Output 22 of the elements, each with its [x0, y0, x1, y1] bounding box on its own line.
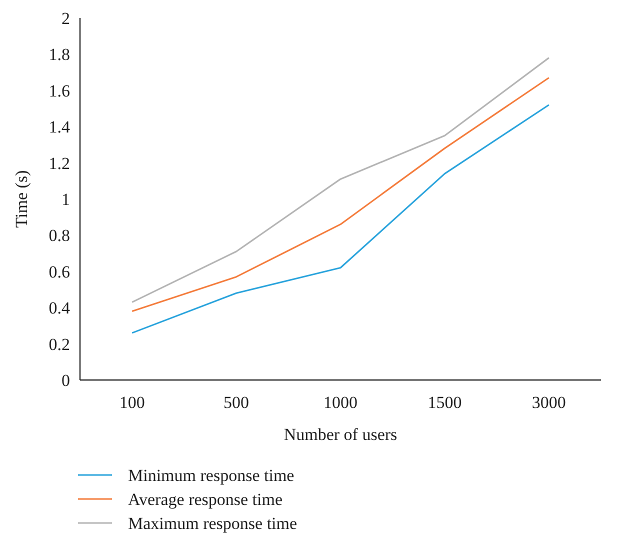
y-axis-title: Time (s) [12, 170, 31, 228]
y-tick-label: 1.4 [48, 118, 70, 137]
x-tick-label: 100 [119, 393, 145, 412]
line-series [131, 104, 550, 334]
x-tick-label: 3000 [532, 393, 566, 412]
y-tick-label: 1.2 [48, 154, 70, 173]
y-tick-label: 1 [62, 190, 70, 209]
y-tick-label: 0.4 [48, 298, 70, 318]
y-tick-label: 0.2 [48, 334, 70, 354]
x-tick-label: 1000 [324, 393, 358, 412]
y-tick-label: 0.6 [48, 262, 70, 282]
y-tick-label: 2 [62, 8, 70, 28]
legend-label: Average response time [128, 490, 283, 509]
y-tick-label: 1.8 [48, 45, 70, 64]
x-axis-title: Number of users [284, 425, 398, 444]
legend-label: Maximum response time [128, 514, 298, 533]
legend-label: Minimum response time [128, 466, 294, 485]
y-tick-label: 0 [62, 370, 70, 390]
y-tick-label: 1.6 [48, 81, 70, 100]
y-tick-label: 0.8 [48, 226, 70, 246]
x-tick-label: 500 [224, 393, 250, 412]
x-tick-label: 1500 [428, 393, 462, 412]
